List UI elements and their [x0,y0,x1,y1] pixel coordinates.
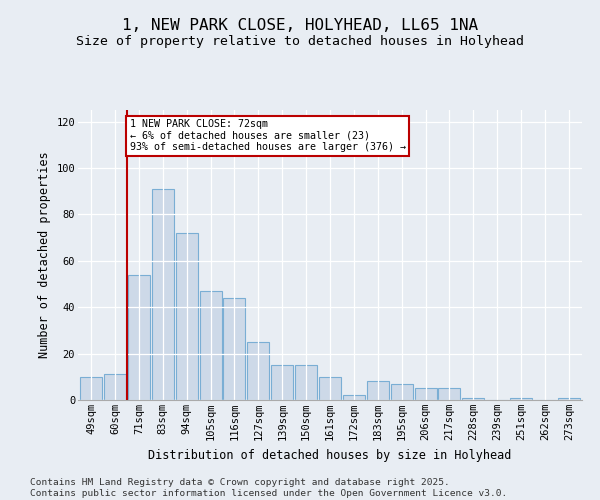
Text: Contains HM Land Registry data © Crown copyright and database right 2025.
Contai: Contains HM Land Registry data © Crown c… [30,478,507,498]
Bar [152,189,174,400]
Bar [200,291,221,400]
Bar [223,298,245,400]
Bar [343,396,365,400]
Bar [510,398,532,400]
Bar [247,342,269,400]
Bar [176,233,197,400]
Bar [295,365,317,400]
Bar [391,384,413,400]
Bar [80,377,102,400]
Bar [319,377,341,400]
Text: Size of property relative to detached houses in Holyhead: Size of property relative to detached ho… [76,35,524,48]
Bar [439,388,460,400]
Bar [128,274,150,400]
Y-axis label: Number of detached properties: Number of detached properties [38,152,51,358]
Bar [104,374,126,400]
Bar [271,365,293,400]
Bar [415,388,437,400]
X-axis label: Distribution of detached houses by size in Holyhead: Distribution of detached houses by size … [148,448,512,462]
Text: 1 NEW PARK CLOSE: 72sqm
← 6% of detached houses are smaller (23)
93% of semi-det: 1 NEW PARK CLOSE: 72sqm ← 6% of detached… [130,120,406,152]
Bar [367,382,389,400]
Bar [463,398,484,400]
Text: 1, NEW PARK CLOSE, HOLYHEAD, LL65 1NA: 1, NEW PARK CLOSE, HOLYHEAD, LL65 1NA [122,18,478,32]
Bar [558,398,580,400]
